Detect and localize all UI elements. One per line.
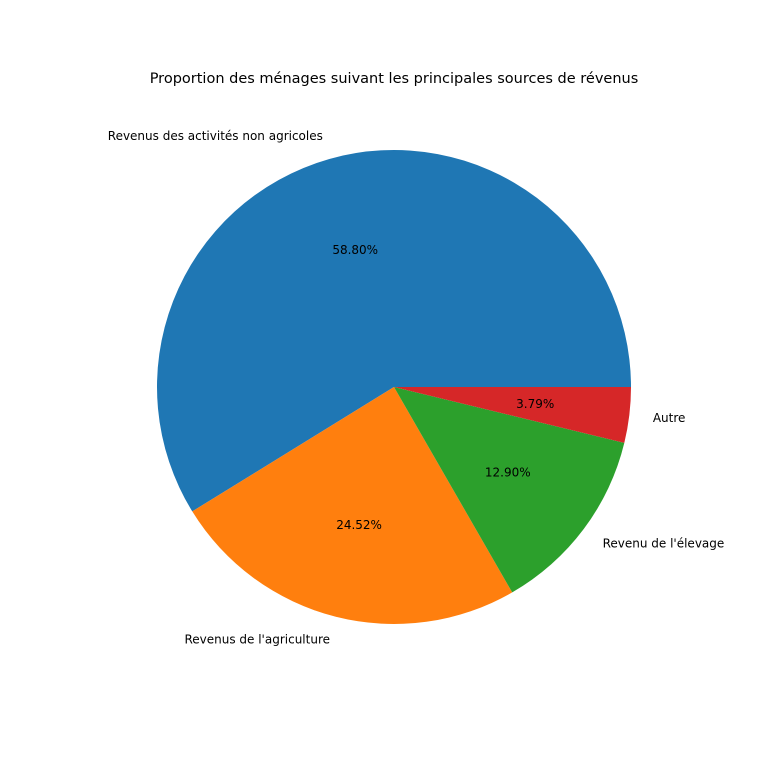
slice-label-revenus-des-activites-non-agricoles: Revenus des activités non agricoles: [108, 129, 323, 143]
pie-slice-revenu-de-l-elevage: [394, 387, 625, 593]
percent-labels: 58.80% 24.52% 12.90% 3.79%: [332, 243, 554, 532]
pie-slice-revenus-de-l-agriculture: [192, 387, 513, 624]
chart-title: Proportion des ménages suivant les princ…: [150, 71, 639, 87]
percent-label-revenu-de-l-elevage: 12.90%: [485, 465, 531, 479]
slice-label-revenus-de-l-agriculture: Revenus de l'agriculture: [184, 633, 330, 647]
percent-label-autre: 3.79%: [516, 397, 554, 411]
pie-slice-autre: [394, 387, 631, 443]
percent-label-revenus-de-l-agriculture: 24.52%: [336, 518, 382, 532]
slice-labels: Revenus des activités non agricoles Reven…: [108, 129, 725, 647]
pie-slices: [156, 149, 631, 624]
pie-slice-revenus-des-activites-non-agricoles: [156, 149, 631, 512]
slice-label-autre: Autre: [653, 411, 686, 425]
percent-label-revenus-des-activites-non-agricoles: 58.80%: [332, 243, 378, 257]
slice-label-revenu-de-l-elevage: Revenu de l'élevage: [603, 536, 725, 550]
